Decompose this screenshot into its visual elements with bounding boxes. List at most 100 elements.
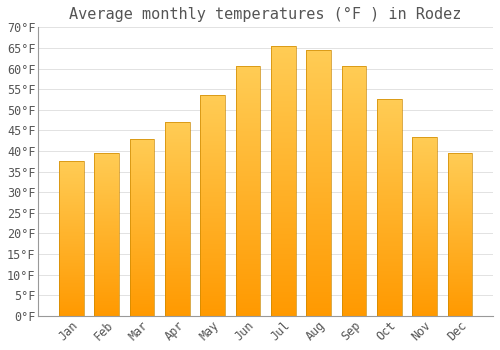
Bar [271, 46, 295, 316]
Bar [271, 201, 295, 203]
Bar [94, 244, 119, 245]
Bar [236, 153, 260, 154]
Bar [342, 122, 366, 124]
Bar [377, 111, 402, 112]
Bar [412, 235, 437, 236]
Bar [165, 312, 190, 313]
Bar [94, 303, 119, 304]
Bar [342, 252, 366, 254]
Bar [412, 307, 437, 308]
Bar [412, 193, 437, 194]
Bar [165, 128, 190, 129]
Bar [94, 308, 119, 309]
Bar [200, 120, 225, 121]
Bar [94, 259, 119, 260]
Bar [271, 266, 295, 267]
Bar [412, 159, 437, 160]
Bar [342, 197, 366, 199]
Bar [271, 248, 295, 250]
Bar [377, 273, 402, 274]
Bar [306, 143, 331, 145]
Bar [130, 274, 154, 275]
Bar [412, 230, 437, 231]
Bar [236, 104, 260, 105]
Bar [94, 311, 119, 312]
Bar [448, 183, 472, 184]
Bar [271, 51, 295, 52]
Bar [412, 313, 437, 314]
Bar [200, 178, 225, 179]
Bar [448, 309, 472, 310]
Bar [377, 264, 402, 265]
Bar [236, 219, 260, 220]
Bar [412, 148, 437, 149]
Bar [306, 258, 331, 259]
Bar [377, 188, 402, 189]
Bar [236, 139, 260, 140]
Bar [306, 70, 331, 71]
Bar [236, 254, 260, 255]
Bar [448, 301, 472, 302]
Bar [306, 80, 331, 82]
Bar [412, 190, 437, 191]
Bar [59, 304, 84, 305]
Bar [236, 76, 260, 78]
Bar [412, 224, 437, 225]
Bar [236, 120, 260, 121]
Bar [165, 212, 190, 213]
Bar [271, 193, 295, 194]
Bar [130, 307, 154, 308]
Bar [236, 166, 260, 168]
Bar [130, 262, 154, 263]
Bar [342, 96, 366, 98]
Bar [59, 226, 84, 227]
Bar [236, 102, 260, 103]
Bar [130, 170, 154, 172]
Bar [377, 205, 402, 206]
Bar [412, 226, 437, 227]
Bar [165, 137, 190, 138]
Bar [342, 176, 366, 177]
Bar [342, 103, 366, 104]
Bar [342, 206, 366, 208]
Bar [448, 310, 472, 311]
Bar [94, 166, 119, 167]
Bar [271, 76, 295, 77]
Bar [130, 156, 154, 157]
Bar [165, 222, 190, 223]
Bar [412, 287, 437, 288]
Bar [342, 210, 366, 211]
Bar [306, 160, 331, 162]
Bar [412, 314, 437, 315]
Bar [448, 192, 472, 193]
Bar [412, 266, 437, 267]
Bar [271, 177, 295, 178]
Bar [377, 292, 402, 293]
Bar [377, 291, 402, 292]
Bar [271, 118, 295, 119]
Bar [130, 217, 154, 218]
Bar [412, 239, 437, 240]
Bar [377, 287, 402, 288]
Bar [271, 274, 295, 275]
Bar [200, 229, 225, 230]
Bar [59, 254, 84, 255]
Bar [236, 251, 260, 252]
Bar [271, 204, 295, 205]
Bar [377, 124, 402, 125]
Bar [271, 270, 295, 271]
Bar [200, 95, 225, 97]
Bar [306, 155, 331, 156]
Bar [94, 315, 119, 316]
Bar [94, 165, 119, 166]
Bar [342, 199, 366, 200]
Bar [236, 71, 260, 73]
Bar [130, 270, 154, 271]
Bar [448, 278, 472, 279]
Bar [236, 194, 260, 195]
Bar [59, 245, 84, 246]
Bar [306, 202, 331, 203]
Bar [130, 238, 154, 239]
Bar [94, 196, 119, 197]
Bar [271, 231, 295, 232]
